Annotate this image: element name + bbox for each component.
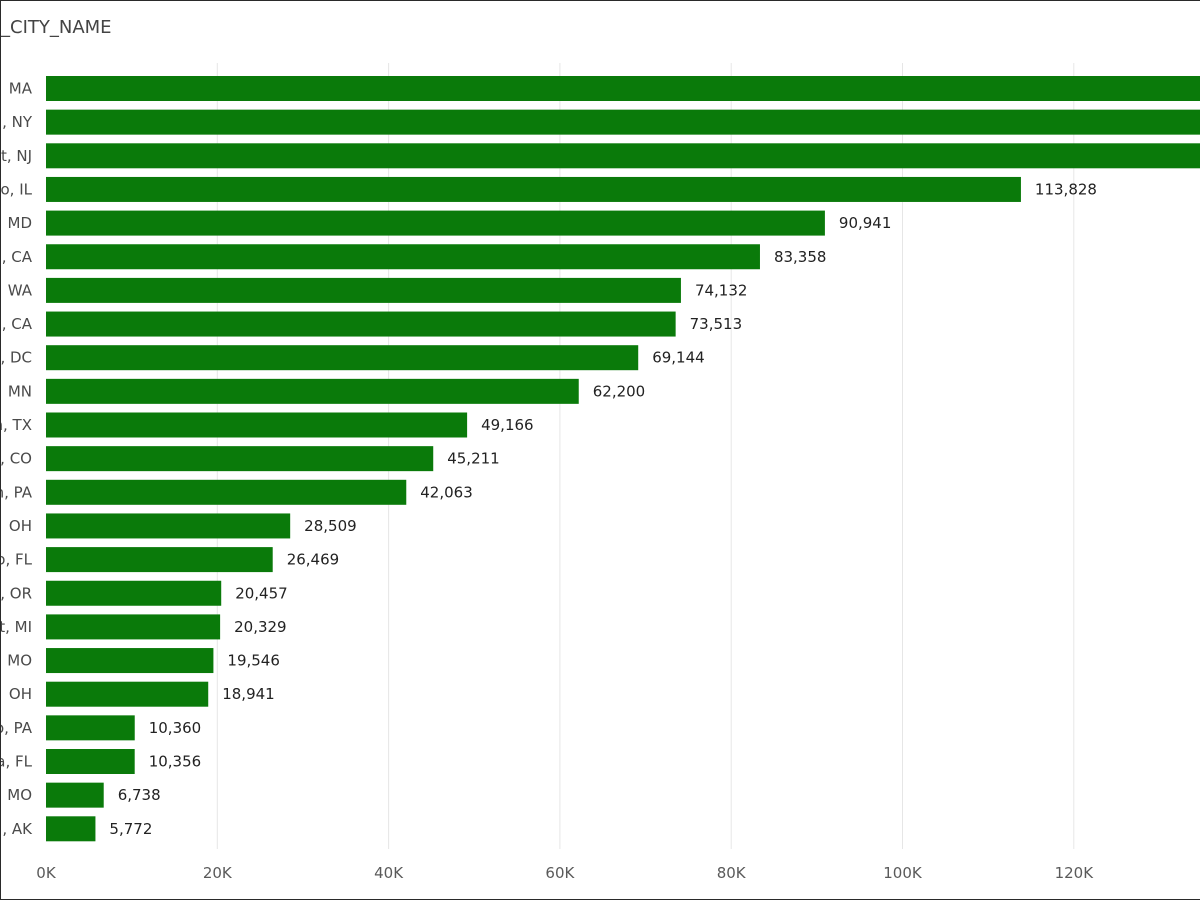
bars	[46, 76, 1200, 842]
category-label: MN	[8, 382, 32, 400]
bar	[46, 311, 676, 337]
bar	[46, 143, 1200, 169]
value-labels: 113,828 90,941 83,358 74,132 73,513 69,144 62,…	[109, 180, 1097, 837]
category-label: n, TX	[1, 416, 32, 434]
data-label: 42,063	[420, 483, 473, 501]
category-label: , OR	[1, 584, 32, 602]
category-label: o, PA	[1, 719, 33, 737]
x-tick-label: 60K	[545, 864, 575, 882]
bar	[46, 479, 407, 505]
category-label: t, MI	[1, 618, 32, 636]
bar	[46, 244, 760, 270]
category-label: MA	[9, 80, 33, 98]
category-label: t, NJ	[1, 147, 32, 165]
category-label: MO	[7, 786, 32, 804]
data-label: 20,457	[235, 584, 288, 602]
category-label: , CA	[2, 248, 33, 266]
data-label: 26,469	[287, 551, 340, 569]
bar	[46, 446, 434, 472]
category-label: , CO	[1, 450, 32, 468]
data-label: 113,828	[1035, 180, 1097, 198]
data-label: 73,513	[690, 315, 743, 333]
category-label: OH	[9, 517, 32, 535]
category-label: OH	[9, 685, 32, 703]
data-label: 10,360	[149, 719, 202, 737]
category-label: , AK	[2, 820, 33, 838]
x-tick-label: 120K	[1055, 864, 1095, 882]
bar	[46, 681, 209, 707]
bar	[46, 580, 222, 606]
bar	[46, 715, 135, 741]
bar	[46, 76, 1200, 101]
data-label: 10,356	[149, 753, 202, 771]
data-label: 69,144	[652, 349, 705, 367]
data-label: 18,941	[222, 685, 275, 703]
category-label: MD	[8, 214, 33, 232]
bar	[46, 513, 291, 539]
bar	[46, 109, 1200, 135]
x-tick-label: 40K	[374, 864, 404, 882]
category-label: , CA	[2, 315, 33, 333]
category-label: o, IL	[1, 180, 33, 198]
bar	[46, 412, 468, 438]
category-label: , NY	[2, 113, 33, 131]
category-labels: MA , NY t, NJ o, IL MD , CA WA , CA , DC MN n, TX,…	[1, 80, 33, 838]
category-label: a, FL	[1, 753, 33, 771]
bar	[46, 547, 273, 573]
data-label: 90,941	[839, 214, 892, 232]
data-label: 6,738	[118, 786, 161, 804]
bar	[46, 176, 1021, 202]
data-label: 83,358	[774, 248, 827, 266]
data-label: 49,166	[481, 416, 534, 434]
category-label: WA	[8, 281, 33, 299]
data-label: 45,211	[447, 450, 500, 468]
x-axis-ticks: 0K 20K 40K 60K 80K 100K 120K	[36, 864, 1094, 882]
x-tick-label: 0K	[36, 864, 57, 882]
bar	[46, 648, 214, 674]
data-label: 74,132	[695, 281, 748, 299]
bar	[46, 816, 96, 842]
chart-title: _CITY_NAME	[1, 17, 112, 38]
data-label: 28,509	[304, 517, 357, 535]
bar	[46, 277, 681, 303]
bar	[46, 614, 221, 640]
category-label: , DC	[1, 349, 32, 367]
category-label: MO	[7, 652, 32, 670]
data-label: 62,200	[593, 382, 646, 400]
data-label: 20,329	[234, 618, 287, 636]
bar	[46, 378, 579, 404]
category-label: n, PA	[1, 483, 33, 501]
bar	[46, 345, 639, 371]
category-label: o, FL	[1, 551, 33, 569]
bar	[46, 782, 104, 808]
bar	[46, 749, 135, 774]
x-tick-label: 100K	[883, 864, 923, 882]
x-tick-label: 80K	[717, 864, 747, 882]
data-label: 5,772	[109, 820, 152, 838]
data-label: 19,546	[227, 652, 280, 670]
x-tick-label: 20K	[203, 864, 233, 882]
bar	[46, 210, 825, 236]
